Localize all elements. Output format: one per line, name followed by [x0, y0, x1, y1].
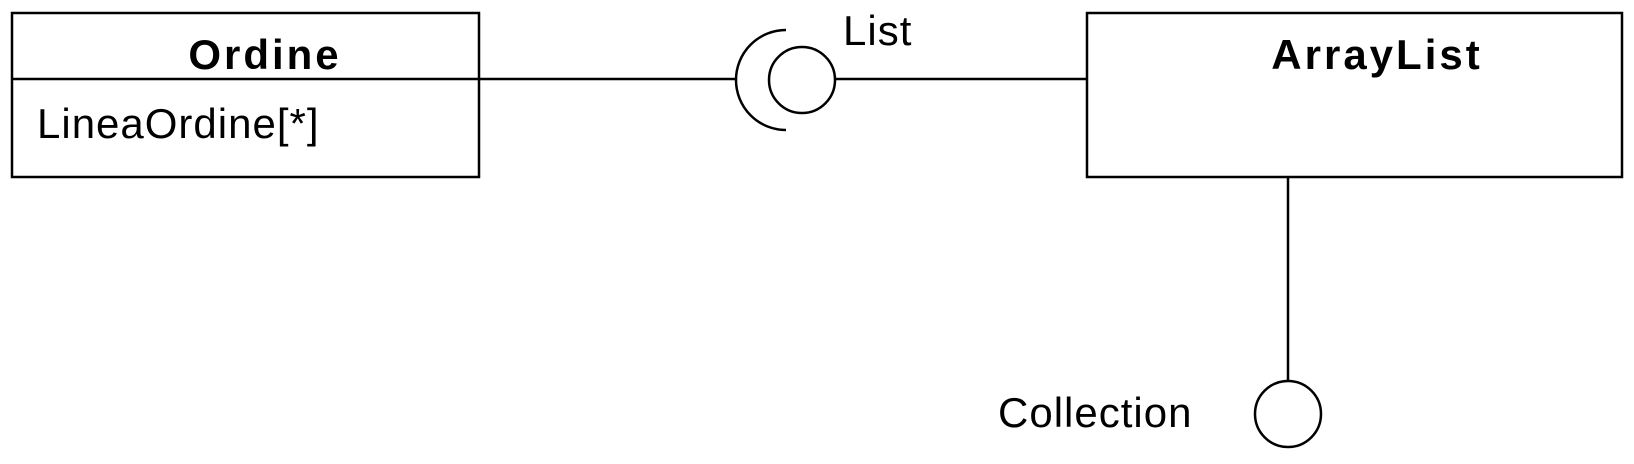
- class-ordine-box: [10, 11, 481, 179]
- interface-collection-label: Collection: [998, 389, 1192, 436]
- interface-list-lollipop: [767, 45, 837, 115]
- class-arraylist: ArrayList: [1085, 11, 1624, 179]
- class-ordine-attribute: LineaOrdine[*]: [37, 100, 320, 147]
- interface-list-label: List: [843, 7, 912, 54]
- interface-collection-lollipop: [1253, 379, 1323, 449]
- class-arraylist-box: [1085, 11, 1624, 179]
- class-ordine: Ordine LineaOrdine[*]: [10, 11, 481, 179]
- class-arraylist-name: ArrayList: [1271, 31, 1482, 78]
- required-interface-socket: [734, 28, 787, 132]
- class-ordine-name: Ordine: [188, 31, 341, 78]
